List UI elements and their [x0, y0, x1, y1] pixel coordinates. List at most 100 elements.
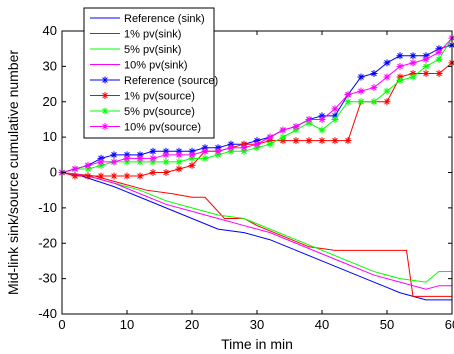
data-point: [188, 147, 196, 155]
data-point: [318, 112, 326, 120]
data-point: [175, 165, 183, 173]
data-point: [110, 158, 118, 166]
x-tick-label: 10: [120, 317, 134, 332]
series-layer: [58, 34, 454, 301]
data-point: [149, 154, 157, 162]
data-point: [331, 105, 339, 113]
legend-label: 1% pv(source): [124, 91, 195, 103]
data-point: [409, 73, 417, 81]
data-point: [188, 161, 196, 169]
x-tick-label: 50: [380, 317, 394, 332]
data-point: [97, 161, 105, 169]
legend-marker: [101, 76, 109, 84]
data-point: [435, 69, 443, 77]
data-point: [305, 119, 313, 127]
data-point: [370, 69, 378, 77]
data-point: [266, 133, 274, 141]
legend-label: 1% pv(sink): [124, 29, 181, 41]
data-point: [123, 151, 131, 159]
data-point: [84, 161, 92, 169]
data-point: [84, 165, 92, 173]
x-tick-label: 0: [58, 317, 65, 332]
data-point: [344, 137, 352, 145]
data-point: [136, 158, 144, 166]
data-point: [305, 137, 313, 145]
series-6: [58, 34, 454, 176]
series-line: [61, 172, 452, 283]
x-tick-label: 60: [445, 317, 454, 332]
data-point: [162, 169, 170, 176]
data-point: [422, 55, 430, 63]
y-axis-label: Mid-link sink/source cumulative number: [5, 50, 21, 295]
data-point: [149, 169, 157, 176]
data-point: [396, 73, 404, 81]
data-point: [422, 62, 430, 70]
data-point: [175, 158, 183, 166]
data-point: [97, 158, 105, 166]
data-point: [435, 45, 443, 53]
data-point: [318, 137, 326, 145]
data-point: [253, 137, 261, 145]
data-point: [370, 98, 378, 106]
x-axis-label: Time in min: [221, 336, 293, 352]
legend-marker: [101, 107, 109, 115]
data-point: [409, 69, 417, 77]
data-point: [201, 154, 209, 162]
y-tick-label: -20: [38, 235, 57, 250]
series-line: [61, 172, 452, 290]
data-point: [331, 112, 339, 120]
y-tick-label: 10: [43, 129, 57, 144]
data-point: [162, 151, 170, 159]
data-point: [383, 73, 391, 81]
data-point: [123, 154, 131, 162]
data-point: [292, 126, 300, 134]
data-point: [240, 147, 248, 155]
series-line: [61, 172, 452, 297]
data-point: [84, 172, 92, 180]
data-point: [240, 144, 248, 152]
series-2: [61, 172, 452, 283]
data-point: [149, 147, 157, 155]
legend-box: [83, 7, 215, 139]
data-point: [149, 158, 157, 166]
data-point: [422, 69, 430, 77]
data-point: [383, 87, 391, 95]
legend-label: 5% pv(sink): [124, 44, 181, 56]
data-point: [435, 55, 443, 63]
data-point: [71, 165, 79, 173]
data-point: [409, 52, 417, 60]
y-tick-label: -30: [38, 271, 57, 286]
data-point: [136, 172, 144, 180]
data-point: [292, 123, 300, 131]
data-point: [71, 172, 79, 180]
data-point: [110, 151, 118, 159]
data-point: [357, 73, 365, 81]
data-point: [175, 151, 183, 159]
data-point: [396, 62, 404, 70]
data-point: [214, 147, 222, 155]
y-tick-label: 20: [43, 94, 57, 109]
data-point: [188, 151, 196, 159]
data-point: [318, 115, 326, 123]
y-tick-label: -10: [38, 200, 57, 215]
y-tick-label: 30: [43, 58, 57, 73]
x-tick-label: 20: [185, 317, 199, 332]
data-point: [253, 140, 261, 148]
series-7: [58, 34, 454, 176]
data-point: [292, 137, 300, 145]
data-point: [409, 59, 417, 67]
data-point: [266, 137, 274, 145]
data-point: [396, 77, 404, 85]
legend-marker: [101, 92, 109, 99]
data-point: [305, 115, 313, 123]
series-3: [61, 172, 452, 290]
y-tick-label: 0: [50, 165, 57, 180]
data-point: [344, 98, 352, 106]
data-point: [175, 147, 183, 155]
data-point: [396, 52, 404, 60]
legend-label: Reference (source): [124, 75, 218, 87]
data-point: [214, 144, 222, 152]
data-point: [123, 172, 131, 180]
data-point: [227, 147, 235, 155]
data-point: [344, 91, 352, 99]
